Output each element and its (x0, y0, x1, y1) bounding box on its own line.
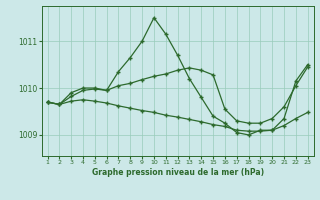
X-axis label: Graphe pression niveau de la mer (hPa): Graphe pression niveau de la mer (hPa) (92, 168, 264, 177)
